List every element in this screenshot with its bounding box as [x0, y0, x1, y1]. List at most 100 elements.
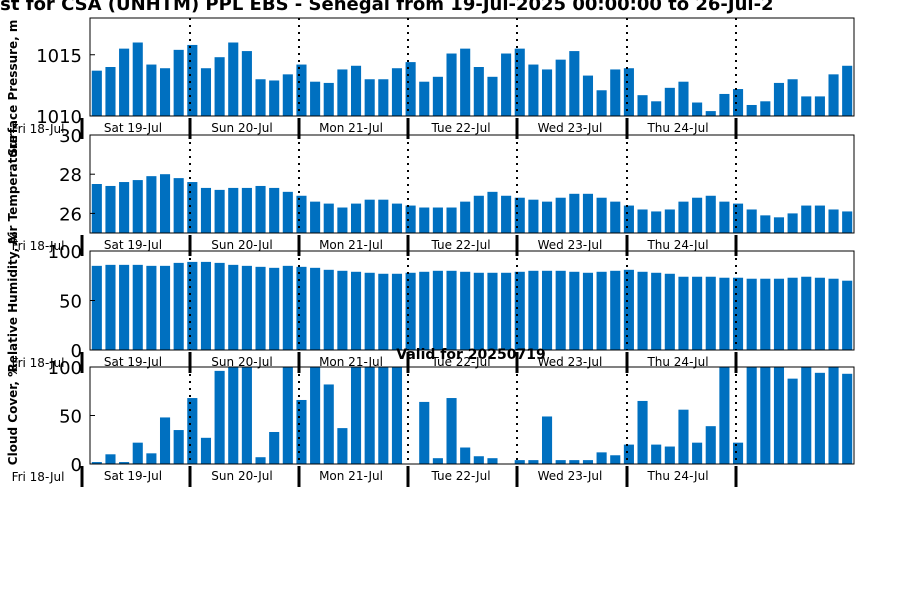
bar: [801, 367, 812, 464]
bar: [555, 460, 566, 464]
bar: [719, 93, 730, 116]
bar: [528, 460, 539, 464]
bar: [705, 426, 716, 464]
bar: [664, 273, 675, 350]
bar: [678, 409, 689, 464]
bar: [773, 367, 785, 464]
bar: [487, 191, 498, 233]
bar: [623, 68, 634, 116]
bar: [514, 48, 525, 117]
day-label: Wed 23-Jul: [538, 238, 603, 252]
bar: [296, 266, 307, 350]
bar: [214, 262, 225, 350]
bar: [350, 203, 362, 233]
bar: [610, 69, 621, 116]
day-label: Sun 20-Jul: [211, 355, 272, 369]
bar: [255, 457, 266, 464]
y-tick-label: 0: [71, 455, 82, 476]
bar: [119, 48, 130, 117]
bar: [651, 444, 662, 464]
bar: [105, 67, 116, 116]
bar: [555, 270, 566, 350]
bar: [501, 272, 512, 350]
bar: [214, 370, 225, 464]
bar: [241, 367, 252, 464]
day-label: Wed 23-Jul: [538, 469, 603, 483]
bar: [842, 65, 853, 116]
bar: [187, 398, 198, 464]
bar: [460, 48, 471, 117]
bar: [651, 101, 662, 116]
bar: [528, 199, 539, 233]
bar: [419, 401, 430, 464]
bar: [528, 64, 539, 116]
y-axis-label: Air Temperature: [6, 135, 20, 245]
bar: [692, 102, 703, 116]
bar: [719, 201, 730, 233]
bar: [719, 277, 730, 350]
bar: [323, 82, 334, 116]
bar: [460, 201, 471, 233]
bar: [732, 442, 744, 464]
bar: [337, 270, 348, 350]
bar: [555, 59, 566, 116]
day-label: Sat 19-Jul: [104, 355, 162, 369]
bar: [801, 96, 812, 116]
bar: [541, 270, 553, 350]
bar: [132, 442, 143, 464]
bar: [91, 265, 102, 350]
bar: [801, 276, 812, 350]
bar: [146, 176, 157, 233]
bar: [282, 191, 293, 233]
bar: [391, 273, 403, 350]
y-tick-label: 1010: [36, 107, 82, 128]
bar: [432, 207, 443, 233]
day-label: Sat 19-Jul: [104, 469, 162, 483]
bar: [623, 444, 634, 464]
day-label: Thu 24-Jul: [646, 469, 708, 483]
y-axis-label: Surface Pressure, m: [6, 20, 20, 157]
bar: [241, 51, 252, 116]
bar: [391, 68, 403, 116]
bar: [405, 205, 416, 233]
y-tick-label: 50: [59, 292, 82, 313]
bar: [487, 272, 498, 350]
bar: [296, 64, 307, 116]
day-label: Fri 18-Jul: [12, 356, 65, 370]
bar: [569, 193, 580, 233]
bar: [569, 51, 580, 116]
bar: [119, 182, 130, 233]
day-label: Thu 24-Jul: [646, 355, 708, 369]
y-tick-label: 28: [59, 165, 82, 186]
bar: [200, 261, 212, 350]
day-label: Sun 20-Jul: [211, 469, 272, 483]
bar: [514, 271, 525, 350]
day-label: Tue 22-Jul: [430, 238, 490, 252]
bar: [582, 460, 594, 464]
bar: [596, 197, 607, 233]
bar: [569, 460, 580, 464]
bar: [391, 203, 403, 233]
bar: [842, 211, 853, 233]
bar: [596, 90, 607, 116]
bar: [91, 70, 102, 116]
bar: [214, 189, 225, 233]
bar: [773, 82, 785, 116]
day-label: Fri 18-Jul: [12, 239, 65, 253]
bar: [323, 203, 334, 233]
bar: [514, 460, 525, 464]
bar: [282, 265, 293, 350]
bar: [173, 49, 184, 116]
bar: [460, 447, 471, 464]
bar: [378, 367, 389, 464]
bar: [787, 79, 798, 116]
bar: [760, 215, 771, 233]
bar: [296, 399, 307, 464]
page-title: ast for CSA (UNHTM) PPL EBS - Senegal fr…: [0, 0, 774, 15]
bar: [814, 96, 825, 116]
bar: [760, 278, 771, 350]
bar: [350, 65, 362, 116]
bar: [173, 430, 184, 464]
